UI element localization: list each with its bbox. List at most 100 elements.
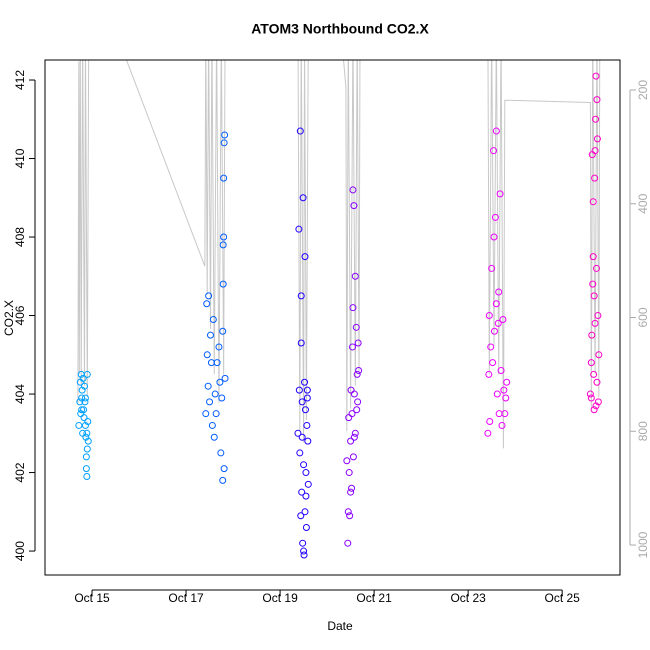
data-point [586, 390, 594, 398]
data-point [215, 343, 223, 351]
pressure-line [77, 60, 601, 449]
data-point [589, 280, 597, 288]
data-point [492, 300, 500, 308]
data-point [485, 370, 493, 378]
data-point [211, 390, 219, 398]
data-point [352, 323, 360, 331]
data-point [303, 386, 311, 394]
data-point [203, 300, 211, 308]
data-point [594, 398, 602, 406]
data-point [354, 339, 362, 347]
data-point [81, 394, 89, 402]
data-point [220, 174, 228, 182]
data-point [353, 370, 361, 378]
y2-tick-label: 800 [636, 421, 650, 441]
x-tick-label: Oct 23 [450, 591, 486, 605]
data-point [219, 280, 227, 288]
data-point [78, 406, 86, 414]
data-point [348, 410, 356, 418]
data-point [351, 272, 359, 280]
data-point [212, 410, 220, 418]
x-tick-label: Oct 25 [544, 591, 580, 605]
data-point [489, 359, 497, 367]
data-point [295, 225, 303, 233]
data-point [76, 398, 84, 406]
data-point [304, 437, 312, 445]
data-point [591, 174, 599, 182]
data-point [84, 418, 92, 426]
data-point [350, 433, 358, 441]
plot-border [44, 59, 621, 576]
data-point [79, 374, 87, 382]
data-point [350, 390, 358, 398]
data-point [301, 253, 309, 261]
data-point [348, 484, 356, 492]
data-point [295, 386, 303, 394]
data-point [298, 433, 306, 441]
data-point [348, 343, 356, 351]
data-point [591, 147, 599, 155]
data-point [81, 421, 89, 429]
data-point [219, 476, 227, 484]
data-point [590, 370, 598, 378]
data-point [353, 406, 361, 414]
data-point [82, 433, 90, 441]
data-point [588, 331, 596, 339]
data-point [495, 288, 503, 296]
data-point [491, 213, 499, 221]
data-point [80, 414, 88, 422]
chart-title: ATOM3 Northbound CO2.X [251, 21, 429, 37]
data-point [294, 429, 302, 437]
data-point [492, 127, 500, 135]
data-point [589, 253, 597, 261]
data-point [221, 374, 229, 382]
data-point [595, 351, 603, 359]
y-tick-label: 402 [13, 462, 27, 482]
data-point [593, 96, 601, 104]
data-point [83, 429, 91, 437]
data-point [75, 421, 83, 429]
data-point [83, 472, 91, 480]
data-point [590, 292, 598, 300]
data-point [487, 343, 495, 351]
x-tick-label: Oct 19 [262, 591, 298, 605]
data-point [80, 382, 88, 390]
data-point [216, 378, 224, 386]
data-point [80, 406, 88, 414]
data-point [343, 457, 351, 465]
y2-tick-label: 200 [636, 80, 650, 100]
data-point [486, 418, 494, 426]
x-axis-label: Date [327, 619, 353, 633]
data-point [499, 315, 507, 323]
data-point [593, 378, 601, 386]
data-point [300, 547, 308, 555]
plot-area [75, 60, 603, 559]
data-point [299, 194, 307, 202]
data-point [498, 421, 506, 429]
data-point [587, 359, 595, 367]
y-tick-label: 400 [13, 541, 27, 561]
data-point [591, 319, 599, 327]
data-point [299, 539, 307, 547]
data-point [350, 202, 358, 210]
data-point [589, 198, 597, 206]
data-point [78, 386, 86, 394]
data-point [296, 127, 304, 135]
data-point [344, 539, 352, 547]
data-point [297, 292, 305, 300]
data-point [592, 402, 600, 410]
data-point [488, 264, 496, 272]
data-point [209, 315, 217, 323]
data-point [206, 331, 214, 339]
data-point [202, 410, 210, 418]
data-point [81, 398, 89, 406]
data-point [347, 437, 355, 445]
data-point [210, 433, 218, 441]
data-point [220, 233, 228, 241]
data-point [485, 312, 493, 320]
data-point [83, 445, 91, 453]
data-point [303, 421, 311, 429]
data-point [297, 512, 305, 520]
data-point [349, 453, 357, 461]
data-point [217, 449, 225, 457]
